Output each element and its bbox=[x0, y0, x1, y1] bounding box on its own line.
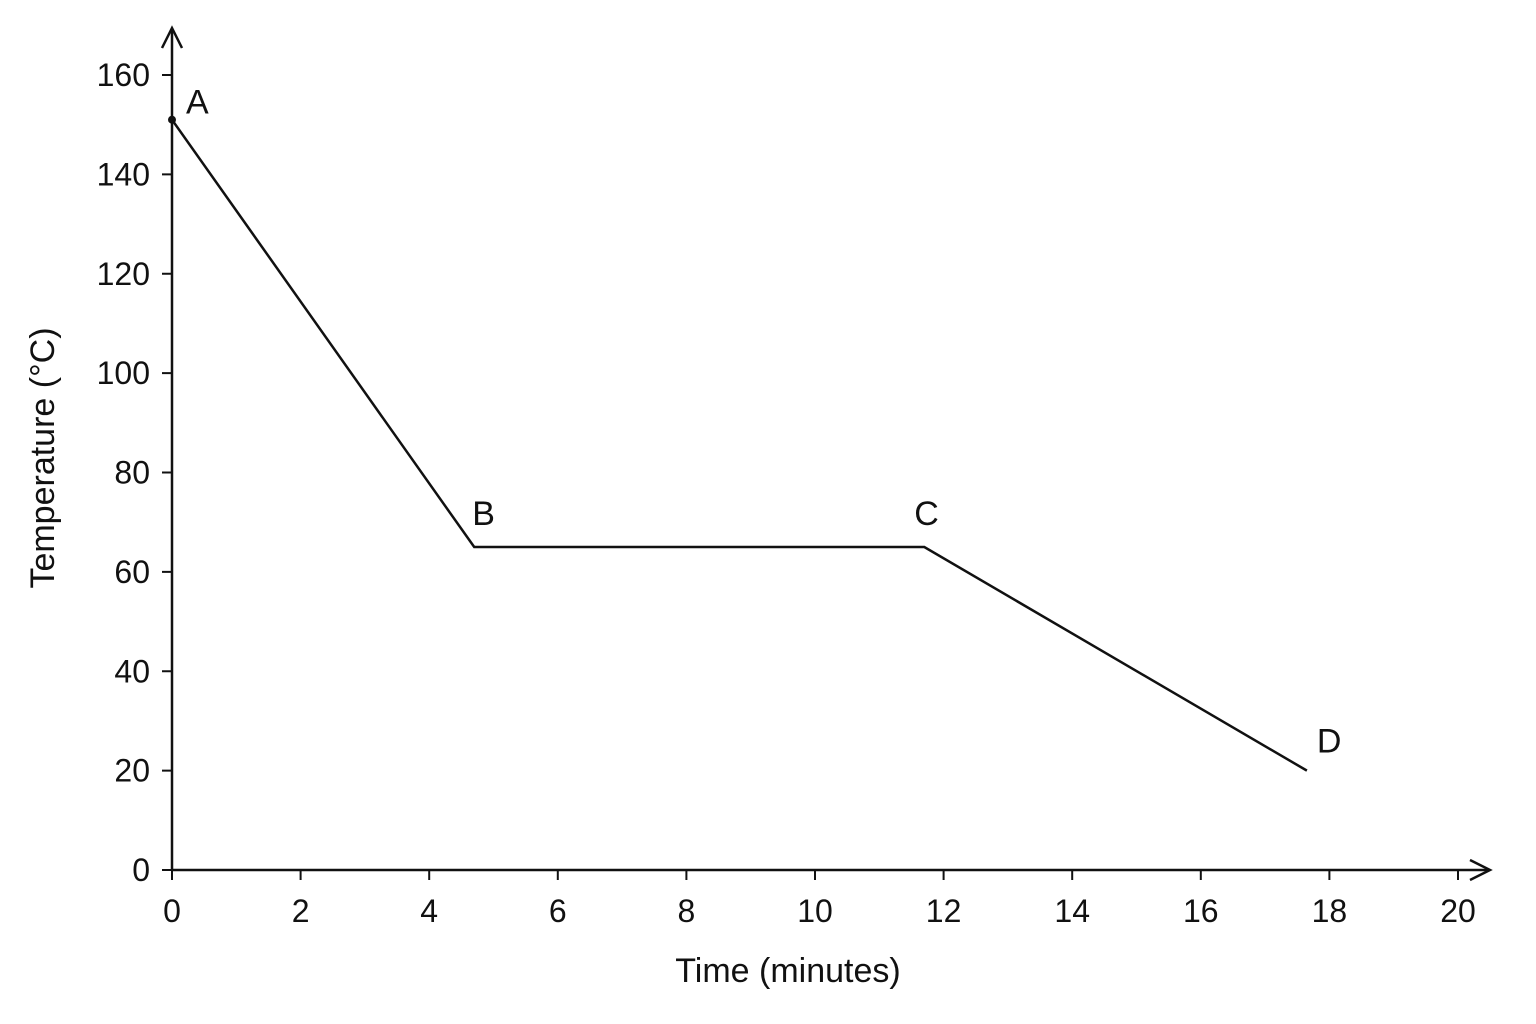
y-axis-title: Temperature (°C) bbox=[24, 327, 62, 588]
x-tick-label: 6 bbox=[549, 893, 567, 929]
y-tick-label: 0 bbox=[132, 852, 150, 888]
x-axis-arrow bbox=[1469, 858, 1493, 882]
y-tick-label: 120 bbox=[97, 256, 150, 292]
x-axis-title: Time (minutes) bbox=[675, 952, 900, 990]
x-tick-label: 10 bbox=[797, 893, 833, 929]
x-tick-label: 2 bbox=[292, 893, 310, 929]
x-tick-label: 20 bbox=[1440, 893, 1476, 929]
x-tick-label: 4 bbox=[420, 893, 438, 929]
y-axis-arrow bbox=[160, 25, 184, 49]
point-label-a: A bbox=[186, 84, 209, 122]
y-tick-label: 40 bbox=[114, 653, 150, 689]
point-marker bbox=[168, 115, 176, 124]
y-tick-label: 60 bbox=[114, 554, 150, 590]
y-tick-label: 80 bbox=[114, 455, 150, 491]
y-tick-label: 100 bbox=[97, 355, 150, 391]
series-group bbox=[168, 115, 1308, 772]
x-axis-ticks: 0 2 4 6 8 10 12 14 16 18 20 bbox=[163, 870, 1476, 929]
point-label-b: B bbox=[472, 495, 495, 533]
y-tick-label: 140 bbox=[97, 156, 150, 192]
x-tick-label: 8 bbox=[678, 893, 696, 929]
x-tick-label: 12 bbox=[926, 893, 962, 929]
y-tick-label: 20 bbox=[114, 753, 150, 789]
x-tick-label: 18 bbox=[1312, 893, 1348, 929]
series-line bbox=[170, 118, 1308, 772]
y-tick-label: 160 bbox=[97, 57, 150, 93]
x-tick-label: 0 bbox=[163, 893, 181, 929]
x-tick-label: 16 bbox=[1183, 893, 1219, 929]
point-label-d: D bbox=[1317, 723, 1342, 761]
y-axis-ticks: 0 20 40 60 80 100 120 140 160 bbox=[97, 57, 172, 888]
point-labels: A B C D bbox=[186, 84, 1341, 761]
axes bbox=[160, 25, 1493, 882]
point-label-c: C bbox=[914, 495, 939, 533]
x-tick-label: 14 bbox=[1054, 893, 1090, 929]
